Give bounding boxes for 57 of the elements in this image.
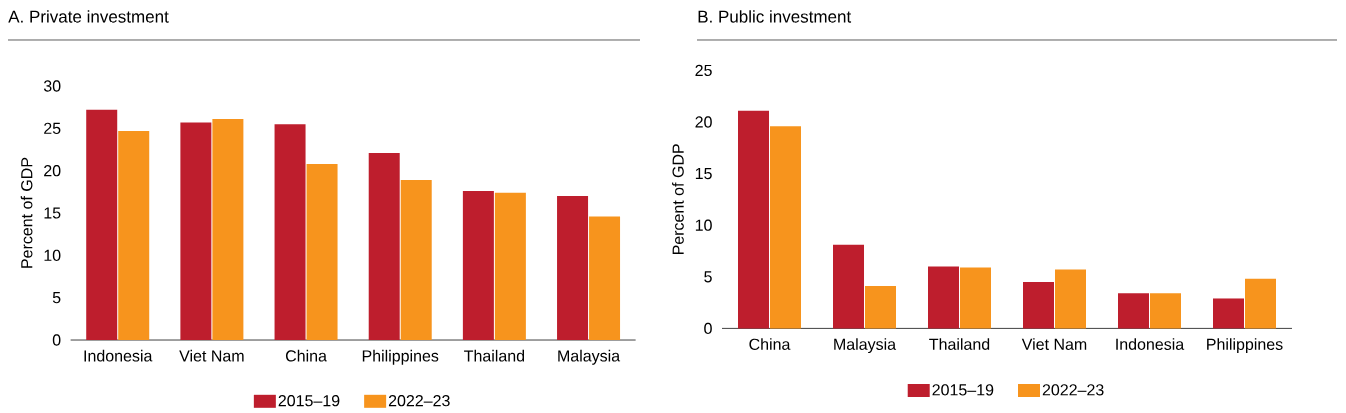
x-tick-label: Indonesia — [84, 350, 153, 362]
bar — [928, 266, 959, 329]
y-axis-title: Percent of GDP — [672, 144, 684, 255]
x-tick-label: Philippines — [362, 350, 439, 365]
bar — [557, 196, 589, 341]
bar — [274, 124, 306, 341]
bar — [180, 122, 212, 341]
bar — [86, 109, 118, 341]
y-tick-label: 0 — [704, 322, 712, 335]
y-tick-label: 25 — [695, 64, 712, 77]
x-tick-label: China — [749, 338, 791, 351]
x-tick-label: Indonesia — [1116, 338, 1185, 351]
legend-label: 2015–19 — [932, 384, 994, 396]
bar — [770, 126, 802, 329]
y-tick-label: 5 — [52, 292, 61, 304]
y-tick-label: 5 — [704, 271, 712, 283]
bar — [1245, 279, 1276, 329]
x-tick-label: Viet Nam — [1021, 338, 1087, 351]
bar — [1150, 293, 1181, 329]
x-tick-label: Malaysia — [558, 350, 621, 365]
bar — [833, 245, 865, 329]
y-tick-label: 15 — [695, 168, 712, 180]
y-tick-label: 20 — [695, 116, 712, 128]
bar — [306, 164, 338, 341]
y-tick-label: 20 — [44, 165, 61, 177]
bar — [1023, 282, 1054, 329]
legend-label: 2022–23 — [388, 395, 450, 407]
bar — [738, 110, 769, 329]
bar — [1118, 293, 1149, 329]
bar — [960, 267, 992, 329]
y-tick-label: 30 — [43, 80, 61, 92]
chart-title: B. Public investment — [698, 10, 852, 23]
x-tick-label: Viet Nam — [179, 350, 244, 362]
y-axis-title: Percent of GDP — [20, 158, 33, 268]
y-tick-label: 0 — [52, 334, 61, 346]
bar — [462, 191, 494, 341]
bar — [589, 216, 621, 341]
y-tick-label: 10 — [44, 249, 61, 262]
x-tick-label: China — [285, 350, 327, 362]
x-tick-label: Thailand — [464, 350, 525, 362]
x-tick-label: Thailand — [929, 338, 990, 351]
bar — [368, 153, 400, 341]
y-tick-label: 25 — [44, 122, 61, 135]
bar — [1213, 298, 1244, 329]
x-tick-label: Philippines — [1207, 338, 1283, 354]
y-tick-label: 15 — [44, 207, 61, 219]
legend-label: 2022–23 — [1042, 384, 1104, 396]
bar — [1055, 269, 1086, 329]
x-tick-label: Malaysia — [834, 338, 897, 354]
bar — [212, 119, 244, 341]
bar — [118, 131, 150, 341]
bar — [865, 286, 896, 329]
legend-label: 2015–19 — [278, 395, 340, 407]
y-tick-label: 10 — [695, 219, 712, 232]
chart-title: A. Private investment — [8, 10, 169, 23]
bar — [400, 180, 432, 341]
bar — [494, 192, 526, 341]
